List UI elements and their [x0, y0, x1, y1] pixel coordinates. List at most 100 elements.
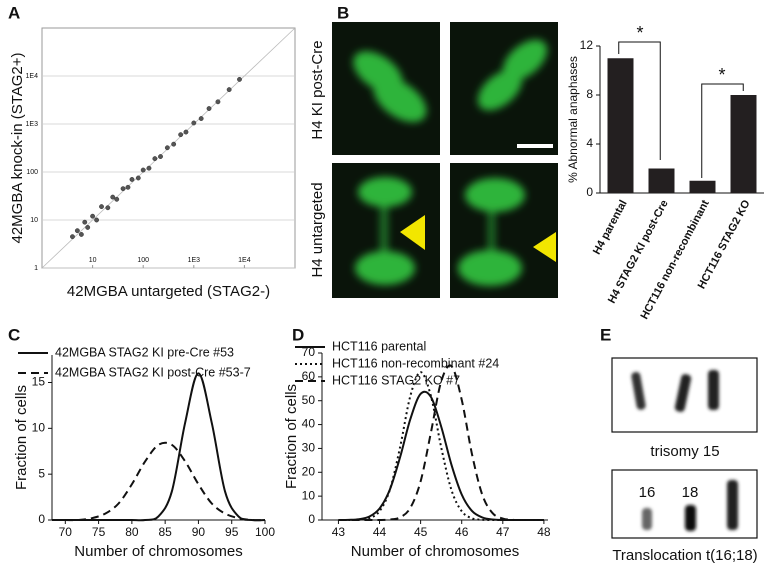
x-tick-label: 95: [225, 525, 239, 539]
karyotype-caption: Translocation t(16;18): [612, 547, 757, 564]
point: [99, 204, 104, 210]
y-tick-label: 0: [38, 512, 45, 526]
point: [178, 132, 184, 138]
x-tick-label: H4 parental: [591, 198, 630, 257]
series-line: [52, 372, 266, 522]
x-tick-label: 1E4: [238, 257, 251, 264]
point: [226, 87, 232, 93]
y-tick-label: 0: [586, 185, 593, 199]
point: [120, 186, 126, 192]
y-tick-label: 4: [586, 136, 593, 150]
x-tick-label: 1E3: [188, 257, 201, 264]
y-tick-label: 1E4: [26, 73, 39, 80]
legend-label: HCT116 non-recombinant #24: [332, 356, 499, 370]
point: [74, 228, 80, 234]
point: [114, 196, 120, 202]
point: [183, 129, 189, 135]
point: [146, 165, 152, 171]
bracket: [701, 83, 744, 178]
point: [140, 167, 146, 173]
point: [198, 116, 204, 121]
x-tick-label: 44: [373, 525, 387, 539]
panel-label: B: [337, 3, 349, 22]
y-tick-label: 30: [302, 441, 316, 455]
y-tick-label: 50: [302, 393, 316, 407]
y-tick-label: 1E3: [26, 121, 39, 128]
point: [90, 213, 96, 219]
micrograph: [450, 163, 558, 298]
karyotype: [611, 469, 758, 539]
panel-label: E: [600, 325, 611, 344]
y-tick-label: 20: [302, 464, 316, 478]
micrograph: [332, 22, 440, 155]
point: [94, 217, 100, 223]
point: [158, 154, 163, 159]
x-tick-label: 48: [537, 525, 551, 539]
x-axis-label: Number of chromosomes: [351, 543, 519, 560]
bar: [648, 168, 675, 193]
y-tick-label: 60: [302, 369, 316, 383]
y-tick-label: 10: [302, 488, 316, 502]
point: [237, 76, 242, 82]
x-tick-label: 10: [89, 257, 97, 264]
x-tick-label: 75: [92, 525, 106, 539]
y-tick-label: 70: [302, 345, 316, 359]
series-line: [338, 390, 544, 522]
x-tick-label: 45: [414, 525, 428, 539]
series-line: [52, 441, 266, 522]
chromosome-label: 18: [682, 484, 699, 501]
karyotype: [611, 357, 758, 433]
y-tick-label: 12: [580, 38, 594, 52]
bar: [730, 95, 757, 193]
point: [110, 194, 116, 200]
point: [135, 175, 141, 181]
x-tick-label: 47: [496, 525, 510, 539]
bar: [689, 180, 716, 193]
x-axis-label: Number of chromosomes: [74, 543, 242, 560]
x-tick-label: 100: [137, 257, 149, 264]
bracket: [618, 41, 661, 160]
karyotype-caption: trisomy 15: [650, 443, 719, 460]
y-tick-label: 10: [32, 421, 46, 435]
y-tick-label: 10: [30, 217, 38, 224]
point: [125, 184, 131, 190]
point: [105, 205, 111, 211]
point: [152, 156, 158, 162]
legend-label: HCT116 STAG2 KO #7: [332, 373, 460, 387]
panel-label: A: [8, 3, 20, 22]
point: [191, 120, 197, 126]
micrograph: [332, 163, 440, 298]
x-tick-label: 90: [192, 525, 206, 539]
y-tick-label: 8: [586, 87, 593, 101]
panel-label: D: [292, 325, 304, 344]
significance: *: [636, 23, 643, 43]
x-tick-label: 85: [158, 525, 172, 539]
panel-label: C: [8, 325, 20, 344]
point: [78, 232, 84, 237]
point: [171, 141, 177, 147]
chromosome-label: 16: [639, 484, 656, 501]
x-tick-label: 80: [125, 525, 139, 539]
y-axis-label: Fraction of cells: [13, 385, 30, 490]
point: [164, 145, 170, 151]
point: [129, 177, 135, 182]
y-axis-label: % Abnormal anaphases: [566, 56, 580, 183]
y-tick-label: 15: [32, 375, 46, 389]
legend-label: 42MGBA STAG2 KI post-Cre #53-7: [55, 365, 251, 379]
bar: [607, 58, 634, 193]
micrograph: [450, 22, 558, 155]
legend-label: 42MGBA STAG2 KI pre-Cre #53: [55, 345, 234, 359]
y-tick-label: 40: [302, 417, 316, 431]
image-row-label: H4 untargeted: [309, 182, 326, 277]
arrowhead: [533, 232, 556, 262]
point: [85, 225, 91, 230]
y-tick-label: 1: [34, 265, 38, 272]
x-tick-label: 46: [455, 525, 469, 539]
arrowhead: [400, 215, 425, 250]
point: [82, 219, 88, 225]
x-axis-label: 42MGBA untargeted (STAG2-): [67, 283, 270, 300]
point: [206, 106, 212, 111]
x-tick-label: 43: [332, 525, 346, 539]
